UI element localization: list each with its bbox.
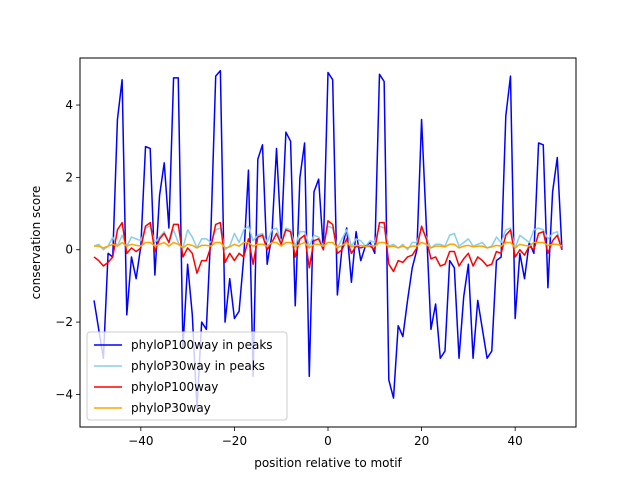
- x-tick-label: 0: [324, 434, 332, 448]
- x-axis-label: position relative to motif: [254, 456, 402, 470]
- x-tick-label: −20: [222, 434, 247, 448]
- x-tick-label: −40: [128, 434, 153, 448]
- y-axis: −4 −2 0 2 4: [55, 98, 80, 401]
- legend-label: phyloP30way: [131, 401, 211, 415]
- series-line-4: [94, 241, 563, 249]
- y-axis-label: conservation score: [29, 186, 43, 300]
- series-line-2: [93, 225, 563, 251]
- series-layer: [93, 69, 563, 410]
- legend-label: phyloP100way in peaks: [131, 338, 273, 352]
- legend-label: phyloP100way: [131, 380, 218, 394]
- y-tick-label: 2: [65, 170, 73, 184]
- legend: phyloP100way in peaks phyloP30way in peak…: [86, 331, 288, 421]
- x-tick-label: 20: [414, 434, 429, 448]
- legend-box: [86, 331, 288, 421]
- series-line-1: [93, 69, 563, 410]
- y-tick-label: 4: [65, 98, 73, 112]
- x-tick-label: 40: [508, 434, 523, 448]
- y-tick-label: −4: [55, 387, 73, 401]
- legend-label: phyloP30way in peaks: [131, 359, 265, 373]
- x-axis: −40 −20 0 20 40: [128, 427, 523, 448]
- y-tick-label: 0: [65, 243, 73, 257]
- y-tick-label: −2: [55, 315, 73, 329]
- series-line-3: [93, 220, 563, 274]
